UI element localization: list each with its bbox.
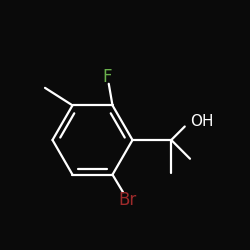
Text: F: F	[103, 68, 112, 86]
Text: Br: Br	[118, 191, 136, 209]
Text: OH: OH	[190, 114, 214, 129]
